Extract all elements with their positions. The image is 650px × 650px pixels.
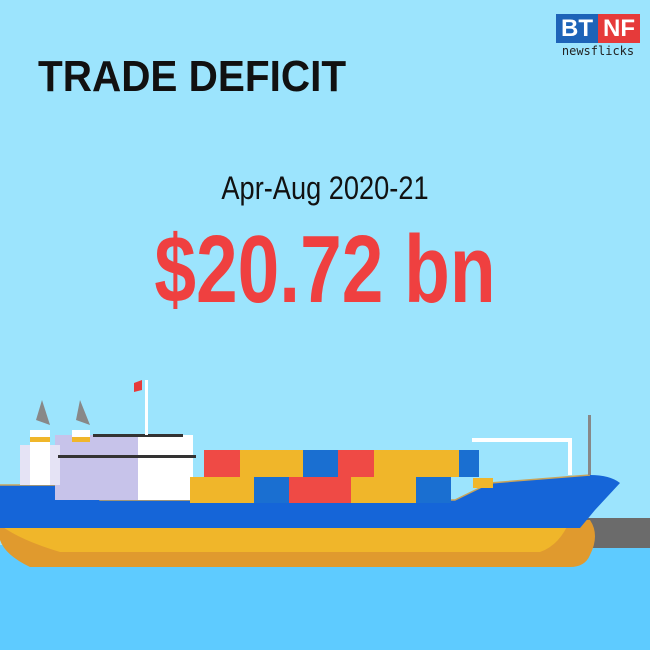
page-title: TRADE DEFICIT — [38, 52, 347, 101]
period-label: Apr-Aug 2020-21 — [221, 170, 429, 206]
containers — [190, 450, 493, 503]
brand-logo: BT NF newsflicks — [556, 14, 640, 58]
deficit-amount: $20.72 bn — [154, 216, 496, 323]
logo-tagline: newsflicks — [561, 44, 635, 58]
mast — [145, 380, 148, 435]
crane — [472, 438, 572, 475]
logo-nf: NF — [598, 14, 640, 43]
logo-bt: BT — [556, 14, 598, 43]
bridge — [55, 435, 140, 500]
flag-icon — [134, 380, 142, 392]
